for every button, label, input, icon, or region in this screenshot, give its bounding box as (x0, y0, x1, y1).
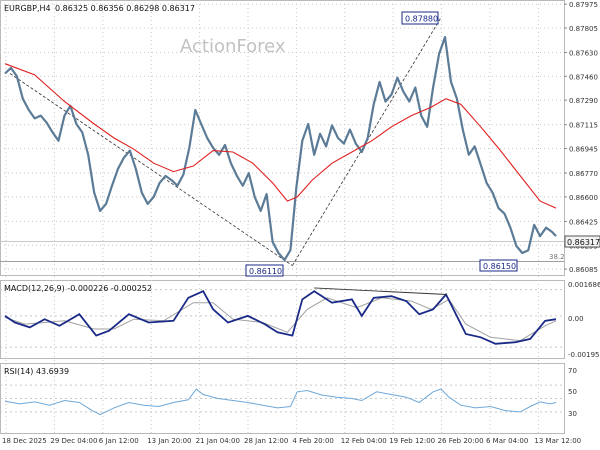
x-tick-label: 6 Jan 12:00 (99, 437, 139, 445)
current-price-label: 0.86317 (567, 238, 600, 247)
x-tick-label: 4 Feb 20:00 (292, 437, 333, 445)
macd-tick-zero: 0.00 (568, 315, 584, 323)
macd-tick-bottom: -0.001953 (568, 351, 600, 359)
guide-line (9, 73, 293, 266)
price-grid (0, 3, 564, 270)
macd-tick-top: 0.001686 (568, 281, 600, 289)
price-series (4, 35, 557, 262)
current-price-tag: 0.86317 (564, 235, 600, 248)
low2-label: 0.86150 (483, 262, 516, 271)
low2-annotation: 0.86150 (479, 259, 518, 272)
x-tick-label: 12 Feb 04:00 (341, 437, 387, 445)
rsi-title: RSI(14) 43.6939 (4, 367, 69, 376)
rsi-tick-50: 50 (568, 388, 577, 396)
rsi-tick-70: 70 (568, 367, 577, 375)
price-line (4, 35, 557, 262)
x-tick-label: 29 Dec 04:00 (50, 437, 97, 445)
price-y-tick-label: 0.87975 (569, 1, 598, 9)
x-axis: 18 Dec 2025 29 Dec 04:00 6 Jan 12:00 13 Jan… (2, 0, 581, 445)
price-y-tick-label: 0.87290 (569, 97, 598, 105)
price-y-tick-label: 0.86770 (569, 170, 598, 178)
rsi-grid (0, 384, 564, 413)
price-y-tick-label: 0.87630 (569, 49, 598, 57)
x-tick-label: 28 Jan 12:00 (244, 437, 288, 445)
high-label-box (401, 11, 439, 25)
x-tick-label: 26 Feb 20:00 (438, 437, 484, 445)
low2-label-box (479, 259, 518, 272)
macd-series (4, 287, 557, 345)
guide-lines (9, 17, 442, 266)
rsi-tick-30: 30 (568, 410, 577, 418)
low1-annotation: 0.86110 (245, 264, 284, 277)
high-annotation: 0.87880 (401, 11, 439, 25)
high-label: 0.87880 (405, 15, 438, 24)
low1-label-box (245, 264, 284, 277)
symbol-label: EURGBP,H4 (4, 4, 51, 13)
x-tick-label: 19 Feb 12:00 (389, 437, 435, 445)
price-y-tick-label: 0.87460 (569, 73, 598, 81)
current-price-box (564, 235, 600, 248)
fib-label: 38.2 (549, 253, 565, 261)
macd-grid (0, 289, 564, 348)
macd-panel-frame (0, 280, 565, 359)
price-y-tick-label: 0.86425 (569, 218, 598, 226)
x-tick-label: 13 Jan 20:00 (147, 437, 191, 445)
watermark: ActionForex (180, 36, 286, 57)
rsi-series (4, 388, 557, 416)
price-y-tick-label: 0.87805 (569, 25, 598, 33)
price-y-tick-label: 0.86085 (569, 266, 598, 274)
ohlc-label: 0.86325 0.86356 0.86298 0.86317 (55, 4, 195, 13)
x-tick-label: 6 Mar 04:00 (486, 437, 528, 445)
rsi-line (4, 388, 557, 416)
macd-trend-line (314, 287, 448, 295)
x-tick-label: 13 Mar 12:00 (534, 437, 581, 445)
moving-average-line (4, 63, 557, 209)
x-tick-label: 21 Jan 04:00 (196, 437, 240, 445)
low1-label: 0.86110 (249, 267, 282, 276)
guide-line (292, 17, 442, 266)
moving-average-series (4, 63, 557, 209)
price-y-tick-label: 0.86600 (569, 194, 598, 202)
macd-line (4, 290, 557, 345)
price-y-tick-label: 0.86945 (569, 146, 598, 154)
macd-signal-line (4, 297, 557, 342)
macd-title: MACD(12,26,9) -0.000226 -0.000252 (4, 284, 152, 293)
x-tick-label: 18 Dec 2025 (2, 437, 47, 445)
price-y-tick-label: 0.87115 (569, 122, 598, 130)
